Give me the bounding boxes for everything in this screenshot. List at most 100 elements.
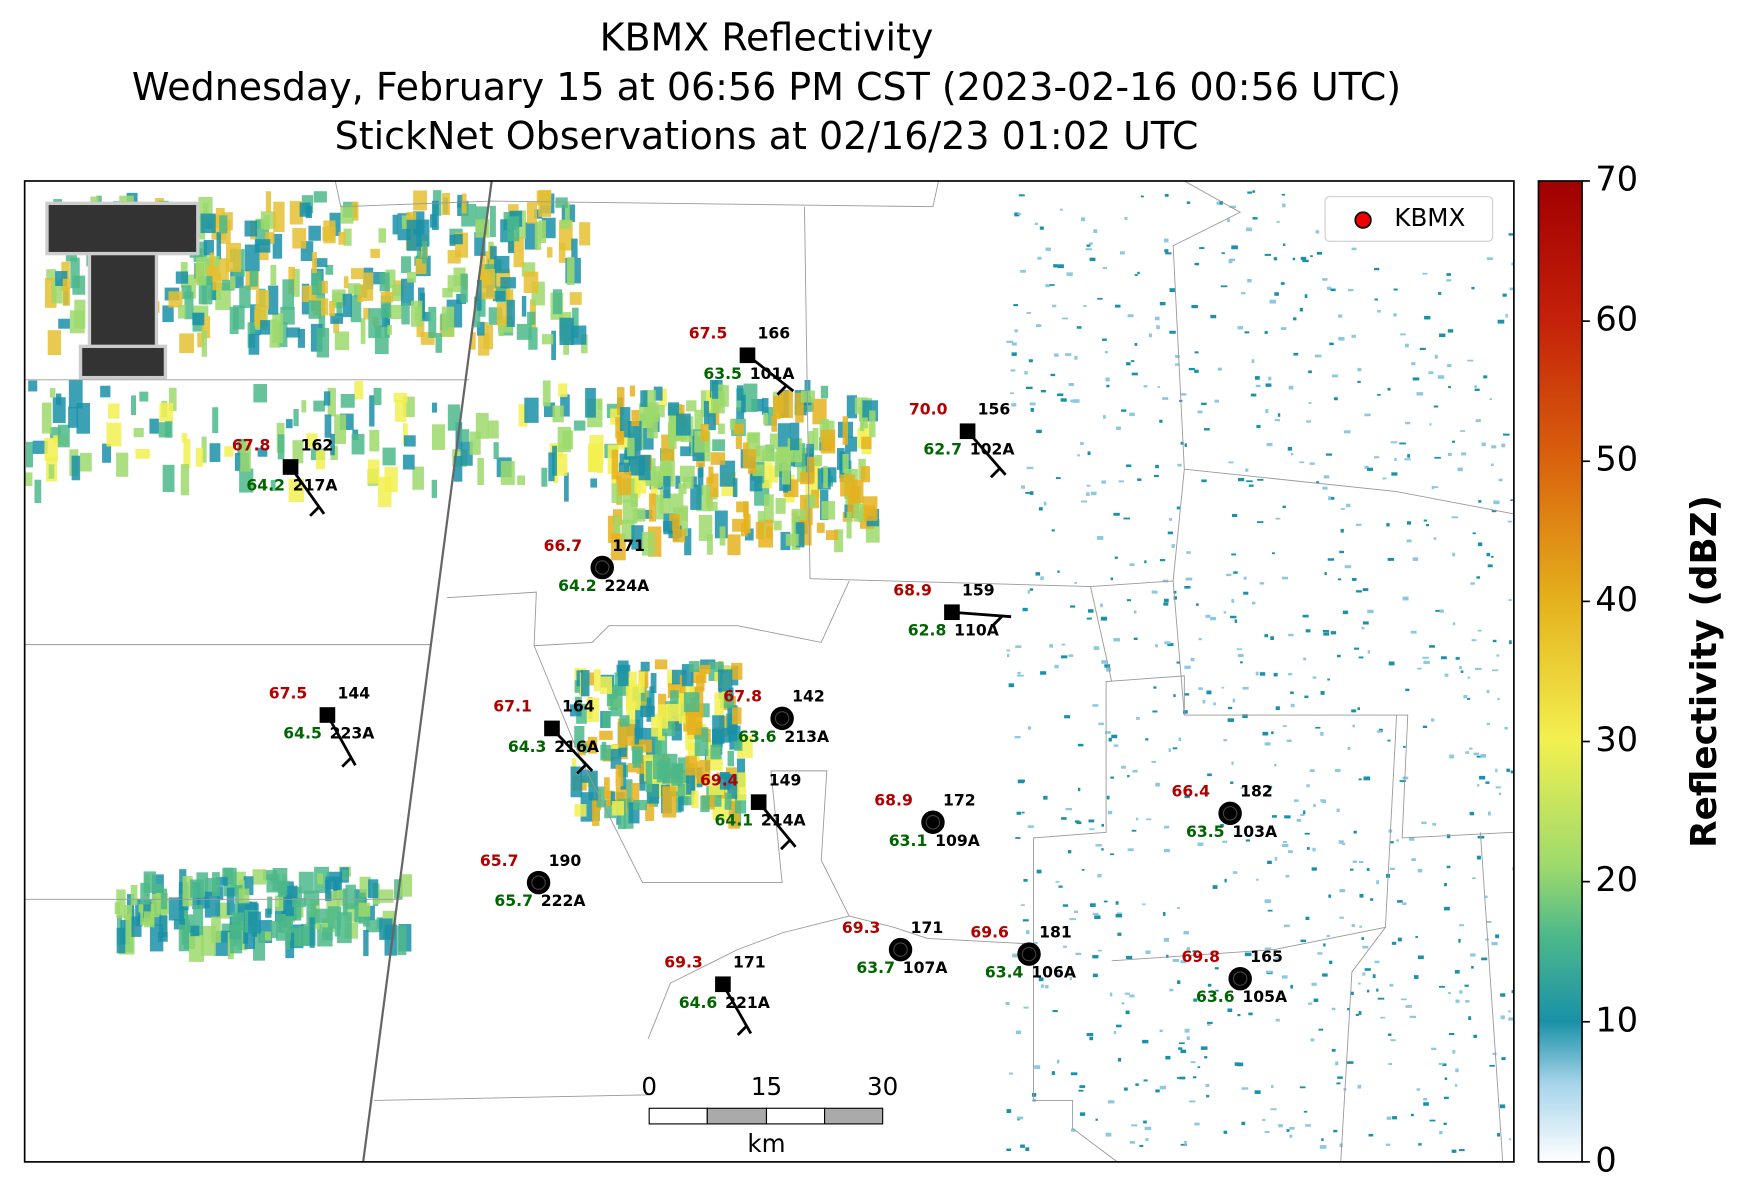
radar-echo (626, 779, 633, 809)
radar-echo (639, 762, 646, 791)
radar-speckle (1131, 1124, 1138, 1127)
radar-echo (270, 921, 278, 939)
radar-speckle (1306, 784, 1310, 788)
radar-echo (182, 876, 193, 907)
radar-speckle (1468, 1016, 1472, 1021)
radar-speckle (1429, 645, 1435, 648)
radar-speckle (1109, 992, 1113, 997)
radar-speckle (1023, 879, 1028, 882)
radar-speckle (1306, 847, 1310, 850)
radar-speckle (1202, 699, 1206, 704)
radar-speckle (1470, 953, 1476, 957)
radar-speckle (1434, 354, 1438, 359)
radar-echo (230, 924, 243, 954)
radar-echo (52, 397, 66, 423)
radar-speckle (1448, 991, 1451, 995)
radar-speckle (1293, 317, 1297, 321)
radar-speckle (1352, 860, 1358, 863)
radar-echo (717, 669, 733, 692)
radar-speckle (1452, 622, 1456, 626)
station-ring (1232, 971, 1248, 986)
radar-speckle (1266, 442, 1273, 447)
radar-speckle (1011, 403, 1017, 407)
radar-echo (518, 404, 528, 427)
station-id: 214A (761, 811, 807, 830)
radar-echo (477, 457, 484, 486)
radar-speckle (1264, 947, 1272, 950)
radar-speckle (1179, 1076, 1186, 1080)
radar-speckle (1474, 388, 1480, 391)
radar-echo (777, 423, 791, 448)
radar-echo (395, 399, 407, 422)
radar-echo (613, 515, 621, 534)
radar-echo (265, 908, 272, 918)
radar-speckle (1366, 989, 1370, 993)
radar-echo (362, 272, 374, 301)
radar-echo (195, 447, 204, 467)
radar-speckle (1057, 570, 1060, 573)
radar-speckle (1086, 244, 1091, 247)
radar-speckle (1451, 516, 1459, 519)
radar-echo (602, 711, 611, 728)
radar-speckle (1006, 649, 1011, 652)
radar-echo (449, 234, 456, 246)
radar-speckle (1081, 500, 1088, 503)
radar-echo (846, 395, 857, 419)
radar-echo (334, 331, 350, 351)
radar-speckle (1053, 264, 1058, 268)
radar-speckle (1377, 310, 1381, 313)
radar-speckle (1111, 734, 1118, 739)
radar-echo (727, 750, 735, 767)
radar-echo (168, 291, 183, 308)
radar-speckle (1270, 1085, 1274, 1088)
station-marker (544, 720, 560, 737)
radar-echo (527, 202, 537, 224)
scale-bar: 0 15 30 km (641, 1072, 898, 1158)
radar-echo (120, 920, 131, 945)
radar-echo (490, 246, 497, 260)
radar-echo (842, 416, 849, 445)
radar-speckle (1417, 955, 1424, 960)
radar-speckle (1252, 217, 1258, 220)
pressure: 171 (733, 953, 766, 972)
radar-speckle (1103, 900, 1108, 903)
radar-speckle (1486, 690, 1490, 694)
radar-speckle (1233, 571, 1238, 574)
pressure: 162 (301, 435, 334, 454)
radar-speckle (1184, 1141, 1187, 1145)
radar-speckle (1400, 998, 1407, 1001)
radar-echo (350, 295, 362, 323)
radar-speckle (1477, 784, 1480, 787)
radar-speckle (1342, 842, 1346, 845)
radar-speckle (1102, 415, 1106, 419)
radar-speckle (1471, 965, 1474, 969)
temperature: 67.1 (493, 697, 532, 716)
radar-echo (737, 772, 747, 801)
radar-echo (625, 683, 641, 711)
radar-echo (627, 763, 637, 773)
pressure: 142 (792, 687, 825, 706)
radar-speckle (1343, 430, 1351, 434)
radar-speckle (1192, 1076, 1197, 1079)
radar-speckle (1193, 998, 1198, 1002)
radar-echo (378, 889, 394, 903)
radar-speckle (1106, 667, 1111, 672)
radar-speckle (1313, 998, 1319, 1002)
radar-speckle (1204, 428, 1210, 431)
radar-echo (239, 285, 251, 309)
radar-speckle (1135, 817, 1139, 821)
radar-echo (487, 420, 499, 439)
radar-speckle (1107, 810, 1113, 815)
temperature: 65.7 (480, 851, 519, 870)
radar-speckle (1006, 1109, 1012, 1113)
radar-echo (51, 280, 63, 304)
radar-speckle (1038, 507, 1043, 511)
radar-speckle (1015, 645, 1022, 648)
radar-speckle (1057, 264, 1064, 269)
radar-echo (699, 664, 711, 675)
radar-echo (293, 409, 299, 427)
radar-speckle (1190, 657, 1195, 662)
radar-speckle (1176, 906, 1180, 909)
subtitle: Wednesday, February 15 at 06:56 PM CST (… (132, 65, 1401, 109)
colorbar-tick-label: 10 (1595, 1000, 1638, 1039)
